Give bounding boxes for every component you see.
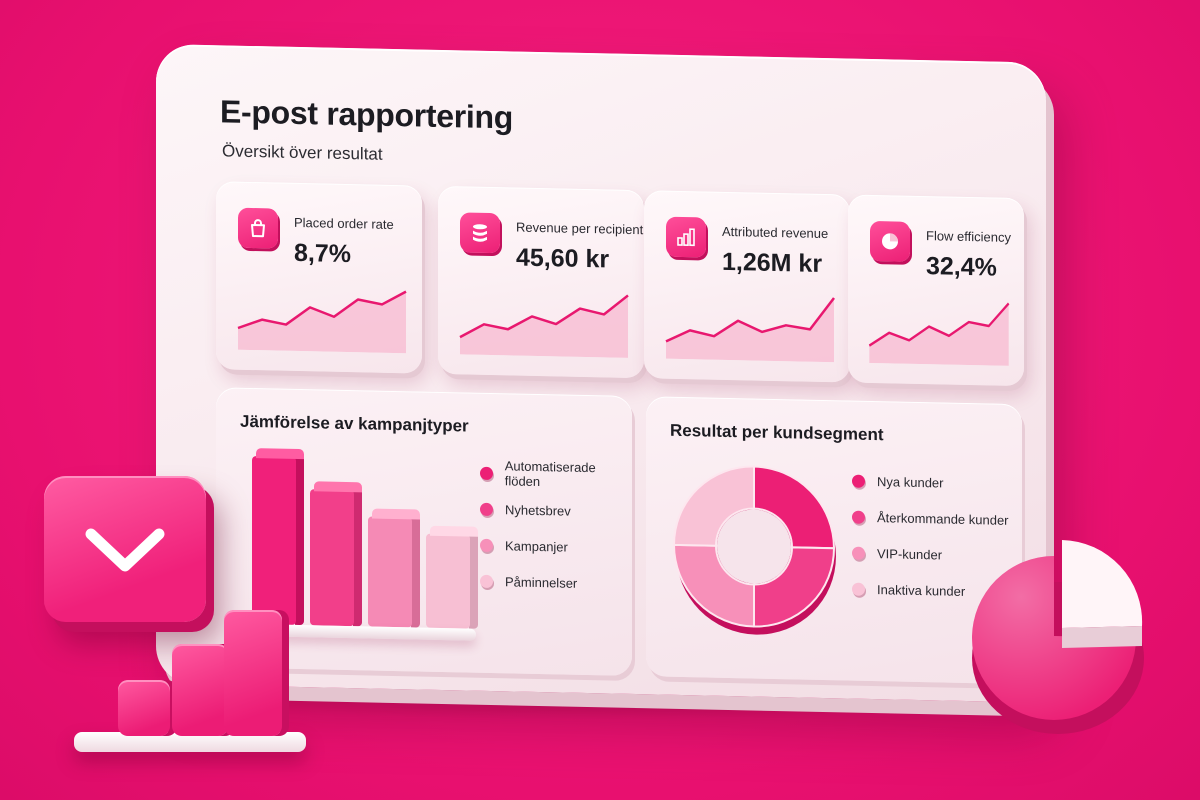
legend-dot (852, 474, 865, 488)
legend-label: Nyhetsbrev (505, 501, 571, 519)
email-envelope-icon (44, 476, 206, 622)
legend-item: Påminnelser (480, 563, 632, 602)
page-subtitle: Översikt över resultat (222, 141, 383, 164)
legend-item: Kampanjer (480, 527, 632, 566)
bar-3 (368, 508, 420, 628)
kpi-sparkline (665, 297, 835, 363)
shopping-bag-icon (238, 207, 278, 249)
legend-dot (480, 502, 493, 516)
legend-item: Automatiserade flöden (480, 455, 632, 494)
sparkline-line (237, 290, 407, 330)
page-title: E-post rapportering (220, 93, 513, 136)
legend-dot (480, 538, 493, 552)
pie-chart-icon (870, 220, 910, 262)
legend-dot (852, 546, 865, 560)
kpi-label: Flow efficiency (926, 228, 1012, 245)
decorative-bar (172, 644, 228, 736)
bar-2 (310, 480, 362, 627)
decorative-bar (118, 680, 170, 736)
kpi-label: Attributed revenue (722, 223, 829, 242)
kpi-card-flow-efficiency[interactable]: Flow efficiency 32,4% (848, 194, 1024, 387)
campaign-legend: Automatiserade flöden Nyhetsbrev Kampanj… (480, 455, 632, 602)
legend-dot (480, 574, 493, 588)
bar-1 (252, 448, 304, 626)
dashboard-board: E-post rapportering Översikt över result… (156, 44, 1046, 703)
decorative-bars-base (74, 732, 306, 752)
kpi-card-placed-order-rate[interactable]: Placed order rate 8,7% (216, 181, 422, 374)
sparkline-area (238, 291, 406, 354)
kpi-label: Revenue per recipient (516, 219, 644, 238)
campaign-bar-chart (216, 387, 632, 629)
legend-label: Inaktiva kunder (877, 581, 966, 599)
chevron-down-icon (85, 528, 165, 572)
donut-slice-4 (672, 465, 755, 547)
legend-item: Nyhetsbrev (480, 491, 632, 530)
kpi-sparkline (459, 294, 629, 358)
legend-dot (852, 582, 865, 596)
legend-item: Återkommande kunder (852, 499, 1009, 538)
legend-item: Nya kunder (852, 463, 1009, 502)
donut-slice-2 (753, 546, 836, 628)
kpi-value: 8,7% (294, 238, 351, 269)
kpi-label: Placed order rate (294, 214, 394, 232)
decorative-pie-icon (972, 540, 1144, 734)
sparkline-line (665, 297, 835, 343)
sparkline-area (869, 303, 1009, 366)
legend-label: Automatiserade flöden (504, 458, 596, 490)
legend-label: VIP-kunder (877, 545, 943, 562)
customer-segment-panel: Resultat per kundsegment Nya kunder Åter… (646, 396, 1022, 685)
legend-label: Nya kunder (877, 473, 944, 490)
sparkline-line (459, 294, 629, 339)
database-icon (460, 212, 500, 254)
panel-title: Resultat per kundsegment (670, 420, 884, 445)
legend-label: Kampanjer (505, 537, 568, 555)
legend-dot (480, 466, 493, 480)
legend-label: Återkommande kunder (877, 509, 1009, 528)
bar-chart-icon (666, 216, 706, 258)
donut-slice-3 (672, 543, 755, 628)
donut-hole (717, 509, 791, 584)
donut-slice-1 (753, 465, 836, 550)
kpi-sparkline (868, 302, 1010, 366)
kpi-card-attributed-revenue[interactable]: Attributed revenue 1,26M kr (644, 190, 850, 383)
sparkline-line (868, 302, 1010, 347)
kpi-card-revenue-per-recipient[interactable]: Revenue per recipient 45,60 kr (438, 185, 644, 379)
kpi-value: 45,60 kr (516, 243, 610, 274)
decorative-bar (224, 610, 282, 736)
legend-label: Påminnelser (505, 573, 578, 591)
panel-title: Jämförelse av kampanjtyper (240, 411, 469, 436)
kpi-sparkline (237, 290, 407, 354)
segment-donut-chart (672, 465, 836, 635)
bar-4 (426, 525, 478, 629)
kpi-value: 1,26M kr (722, 247, 823, 278)
sparkline-area (666, 297, 834, 363)
kpi-value: 32,4% (926, 252, 997, 282)
legend-dot (852, 510, 865, 524)
